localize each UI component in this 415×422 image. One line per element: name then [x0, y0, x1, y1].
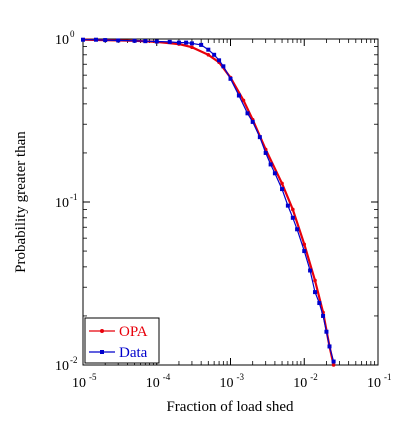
x-tick-label-base: 10 — [146, 376, 160, 391]
series-data-point — [132, 38, 137, 43]
series-data-point — [176, 40, 181, 45]
series-opa-point — [302, 242, 307, 247]
x-tick-label-base: 10 — [367, 376, 381, 391]
legend-box — [84, 317, 160, 364]
series-data-point — [290, 215, 295, 220]
x-tick-label-base: 10 — [220, 376, 234, 391]
series-data-point — [308, 268, 313, 273]
series-opa-point — [206, 52, 211, 57]
series-data-point — [250, 119, 255, 124]
series-opa-point — [313, 278, 317, 283]
plot-frame — [82, 38, 379, 366]
x-tick-label-exponent: -1 — [384, 372, 392, 382]
series-data-point — [184, 40, 189, 45]
series-opa-point — [241, 98, 246, 103]
x-tick-label-exponent: -5 — [89, 372, 97, 382]
series-data-point — [268, 162, 273, 167]
series-data-point — [245, 111, 250, 116]
x-axis-label: Fraction of load shed — [166, 399, 294, 415]
series-data-point — [103, 38, 108, 43]
series-opa-point — [291, 207, 295, 212]
series-opa-point — [331, 363, 336, 367]
series-data-point — [81, 37, 85, 42]
series-data-point — [257, 135, 262, 140]
series-data-point — [217, 58, 222, 63]
series-data-point — [272, 171, 277, 176]
legend: OPA Data — [84, 317, 160, 364]
series-data-point — [206, 47, 211, 52]
series-data-line — [83, 39, 335, 362]
x-tick-label-base: 10 — [293, 376, 307, 391]
series-data-point — [280, 187, 285, 192]
series-data-point — [313, 290, 318, 295]
series-data-point — [221, 64, 226, 69]
series-data-point — [228, 76, 233, 81]
series-data-point — [321, 313, 326, 318]
x-tick-label-exponent: -4 — [163, 372, 171, 382]
series-data-point — [324, 329, 329, 334]
x-tick-label-exponent: -3 — [237, 372, 245, 382]
series-data-point — [116, 38, 121, 43]
series-opa-point — [190, 45, 194, 50]
legend-data-marker — [100, 350, 104, 354]
series-opa-line — [82, 38, 335, 366]
series-layer — [81, 37, 336, 367]
y-tick-label-base: 10 — [55, 196, 69, 211]
series-data-point — [212, 52, 217, 57]
series-data-point — [199, 42, 204, 47]
y-tick-label-exponent: 0 — [70, 29, 75, 39]
x-tick-label-base: 10 — [72, 376, 86, 391]
y-tick-label-base: 10 — [55, 359, 69, 374]
series-data-point — [143, 39, 148, 44]
legend-opa-label: OPA — [119, 324, 148, 340]
series-data-point — [295, 227, 300, 232]
series-data-point — [236, 93, 241, 98]
series-data-point — [93, 37, 98, 42]
series-data-point — [167, 39, 172, 44]
legend-opa-marker — [100, 329, 104, 333]
series-data-point — [331, 359, 336, 364]
y-tick-label-base: 10 — [55, 33, 69, 48]
legend-data-label: Data — [119, 345, 148, 361]
series-opa-point — [280, 181, 284, 186]
series-data-point — [317, 301, 322, 306]
y-tick-label-exponent: -1 — [70, 192, 78, 202]
x-tick-label-exponent: -2 — [310, 372, 318, 382]
series-data-point — [189, 41, 194, 46]
y-tick-label-exponent: -2 — [70, 355, 78, 365]
series-data-point — [285, 203, 290, 208]
series-data-point — [154, 39, 159, 44]
y-axis-label: Probability greater than — [13, 131, 29, 273]
series-data-point — [263, 150, 268, 155]
series-data-point — [302, 249, 307, 254]
series-data-point — [327, 344, 332, 349]
